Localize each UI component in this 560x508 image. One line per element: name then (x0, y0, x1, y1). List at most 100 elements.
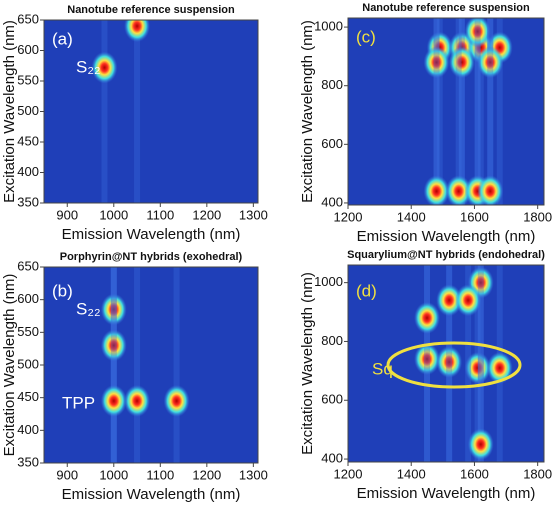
spot-streak (173, 267, 180, 463)
spot-streak (487, 18, 494, 205)
annotation: Sq (372, 359, 393, 378)
spot (464, 351, 491, 384)
x-tick-label: 900 (56, 207, 78, 222)
x-tick-label: 1200 (334, 466, 363, 481)
spot-streak (134, 267, 141, 463)
y-tick-label: 650 (17, 258, 39, 273)
y-tick-label: 600 (321, 136, 343, 151)
x-tick-label: 1600 (460, 466, 489, 481)
annotation: S₂₂ (76, 299, 101, 318)
x-tick-label: 1200 (192, 207, 221, 222)
x-tick-label: 900 (56, 467, 78, 482)
spot (464, 18, 491, 48)
y-tick-label: 600 (17, 291, 39, 306)
x-axis-label: Emission Wavelength (nm) (62, 486, 241, 503)
sq-outline (386, 341, 522, 389)
spot-streak (433, 18, 440, 205)
spot (124, 384, 151, 417)
x-tick-label: 1000 (99, 207, 128, 222)
spot (124, 20, 151, 43)
x-tick-label: 1200 (192, 467, 221, 482)
spot-streak (474, 18, 481, 205)
x-axis-label: Emission Wavelength (nm) (357, 228, 536, 245)
x-tick-label: 1600 (460, 209, 489, 224)
spot (163, 384, 190, 417)
spot-streak (477, 265, 484, 462)
chart-title: Porphyrin@NT hybrids (exohedral) (60, 251, 243, 263)
x-axis-label: Emission Wavelength (nm) (62, 226, 241, 243)
annotation: S₂₂ (76, 57, 101, 76)
spot (414, 343, 441, 376)
spot-streak (436, 18, 443, 205)
spot (436, 346, 463, 379)
spot (414, 301, 441, 334)
spot (486, 351, 513, 384)
spot (91, 51, 118, 84)
spot-streak (101, 20, 108, 203)
spot (467, 428, 494, 461)
x-tick-label: 1400 (397, 209, 426, 224)
spot-streak (496, 18, 503, 205)
spot (423, 46, 450, 79)
y-tick-label: 800 (321, 77, 343, 92)
plot-area (386, 265, 522, 462)
spot (477, 46, 504, 79)
y-axis-label: Excitation Wavelength (nm) (299, 272, 316, 455)
spot-streak (110, 267, 117, 463)
spot (477, 175, 504, 205)
y-tick-label: 450 (17, 133, 39, 148)
y-tick-label: 500 (17, 103, 39, 118)
x-tick-label: 1300 (239, 467, 268, 482)
spot-streak (487, 18, 494, 205)
spot-streak (458, 18, 465, 205)
spot-streak (477, 18, 484, 205)
y-tick-label: 1000 (314, 274, 343, 289)
annotation: (c) (356, 27, 376, 46)
y-tick-label: 650 (17, 11, 39, 26)
x-tick-label: 1100 (146, 207, 174, 222)
spot (100, 384, 127, 417)
spot-streak (477, 265, 484, 462)
plot-frame (347, 264, 545, 463)
spot (423, 175, 450, 205)
spot (448, 46, 475, 79)
plot-frame (347, 17, 545, 206)
chart-title: Squarylium@NT hybrids (endohedral) (347, 249, 545, 261)
spot-streak (424, 265, 431, 462)
chart-title: Nanotube reference suspension (362, 2, 530, 14)
spot-streak (433, 18, 440, 205)
plot-background (44, 267, 258, 463)
y-tick-label: 550 (17, 324, 39, 339)
plot-area (91, 20, 151, 203)
annotation: (a) (52, 29, 73, 48)
annotation: (b) (52, 281, 73, 300)
y-tick-label: 400 (321, 194, 343, 209)
y-tick-label: 400 (17, 164, 39, 179)
y-tick-label: 600 (17, 42, 39, 57)
spot-streak (110, 267, 117, 463)
plot-background (44, 20, 258, 203)
x-axis-label: Emission Wavelength (nm) (357, 485, 536, 502)
spot-streak (474, 18, 481, 205)
x-tick-label: 1300 (239, 207, 268, 222)
y-tick-label: 350 (17, 454, 39, 469)
y-axis-label: Excitation Wavelength (nm) (1, 274, 18, 457)
y-tick-label: 350 (17, 194, 39, 209)
plot-area (100, 267, 190, 463)
y-axis-label: Excitation Wavelength (nm) (299, 20, 316, 203)
y-tick-label: 550 (17, 72, 39, 87)
y-tick-label: 1000 (314, 19, 343, 34)
annotation: (d) (356, 281, 377, 300)
y-tick-label: 400 (321, 450, 343, 465)
spot-streak (458, 18, 465, 205)
spot (436, 284, 463, 317)
plot-area (423, 18, 513, 205)
spot-streak (455, 18, 462, 205)
spot-streak (465, 265, 472, 462)
y-tick-label: 400 (17, 422, 39, 437)
x-tick-label: 1800 (523, 466, 552, 481)
x-tick-label: 1000 (99, 467, 128, 482)
x-tick-label: 1200 (334, 209, 363, 224)
y-axis-label: Excitation Wavelength (nm) (1, 20, 18, 203)
